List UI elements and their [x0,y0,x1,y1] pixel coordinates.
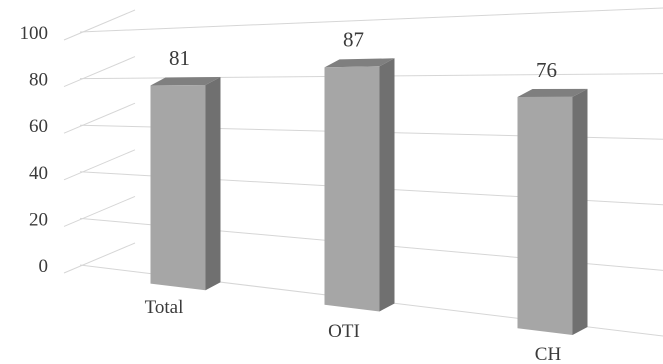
data-labels: 81 87 76 [169,27,557,82]
depth-line-2 [63,149,136,181]
x-tick-label: OTI [328,321,360,342]
data-label: 76 [536,58,557,82]
x-axis-categories: Total OTI CH [145,297,562,364]
gridline-5 [79,7,663,33]
y-axis-ticks: 0 20 40 60 80 100 [20,23,49,277]
x-tick-label: CH [535,344,562,364]
bar-side-total [205,76,221,291]
x-tick-label: Total [145,297,184,318]
bar-top-ch [517,88,588,98]
y-tick-label: 60 [29,116,48,137]
y-tick-label: 0 [39,256,49,277]
bar-top-oti [324,58,395,68]
y-tick-label: 100 [20,23,49,44]
data-label: 81 [169,46,190,70]
y-tick-label: 40 [29,163,48,184]
bars [150,58,588,335]
data-label: 87 [343,27,364,51]
bar-oti [324,66,380,312]
y-tick-label: 20 [29,209,48,230]
bar-total [150,84,206,291]
bar-side-ch [572,88,588,335]
depth-line-0 [63,242,136,274]
bar-top-total [150,76,221,86]
bar-ch [517,96,573,335]
depth-line-1 [63,195,136,227]
depth-line-5 [63,9,136,41]
y-tick-label: 80 [29,70,48,91]
bar-side-oti [379,58,395,312]
depth-line-4 [63,56,136,88]
depth-line-3 [63,102,136,134]
